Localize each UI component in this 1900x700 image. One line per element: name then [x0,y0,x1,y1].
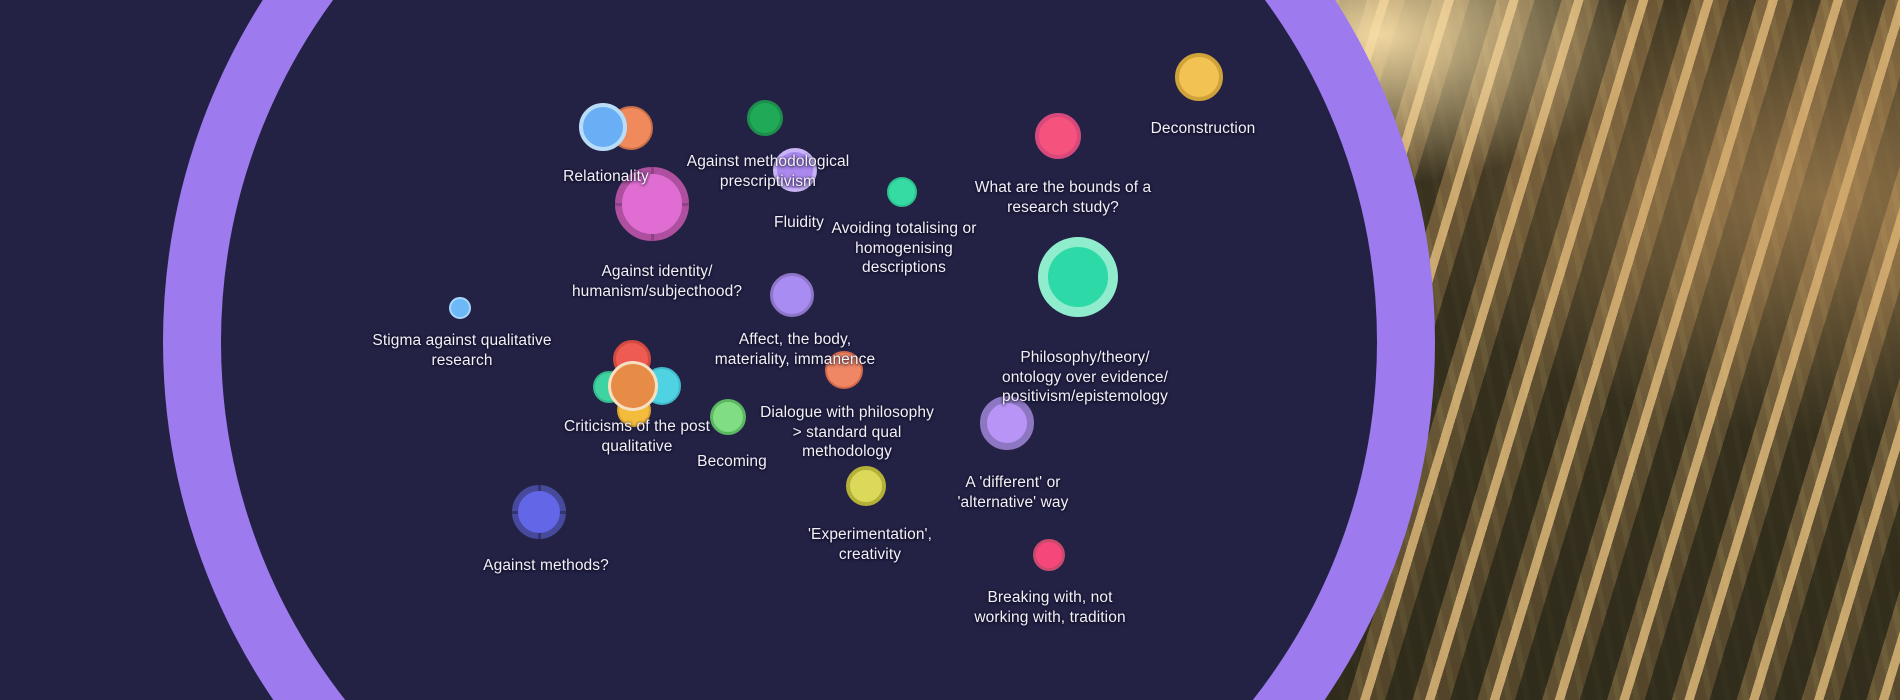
different-alternative-way-label: A 'different' or 'alternative' way [957,473,1068,512]
avoiding-totalising-bubble[interactable] [887,177,917,207]
against-identity-label: Against identity/humanism/subjecthood? [572,262,742,301]
against-identity-label-line: Against identity/ [601,263,713,280]
affect-body-materiality-label: Affect, the body, materiality, immanence [715,330,875,369]
stigma-against-qualitative-label-line: research [431,351,493,369]
experimentation-creativity-label-line: creativity [838,545,902,563]
ring-tick-w [615,202,622,206]
against-methodological-prescriptivism-label-line: prescriptivism [719,172,817,190]
ring-tick-s [537,533,541,539]
dialogue-with-philosophy-label-line: methodology [802,443,892,460]
against-methodological-prescriptivism-label: Against methodological prescriptivism [687,152,849,191]
affect-body-materiality-label-line: Affect, the body, [738,331,852,348]
breaking-with-tradition-label: Breaking with, not working with, traditio… [974,588,1125,627]
different-alternative-way-label-line: A 'different' or [965,474,1061,491]
dialogue-with-philosophy-label-line: Dialogue with philosophy [760,404,934,421]
criticisms-post-qualitative-label-line: Criticisms of the post [563,418,711,435]
bounds-of-research-study-label-line: research study? [1007,198,1119,216]
breaking-with-tradition-bubble[interactable] [1033,539,1065,571]
philosophy-over-evidence-label-line: Philosophy/theory/ [1020,349,1150,366]
against-identity-bubble[interactable] [615,167,689,241]
avoiding-totalising-label: Avoiding totalising or homogenising descri… [832,219,977,278]
ring-tick-e [560,510,566,514]
dialogue-with-philosophy-bubble[interactable] [825,351,863,389]
philosophy-over-evidence-label: Philosophy/theory/ontology over evidence… [1002,348,1168,407]
against-methods-label: Against methods? [483,556,609,576]
experimentation-creativity-label: 'Experimentation', creativity [808,525,932,564]
relationality-label: Relationality [563,167,649,187]
stigma-against-qualitative-label-line: Stigma against qualitative [372,332,552,349]
against-methodological-prescriptivism-label-line: Against methodological [686,153,850,170]
becoming-bubble[interactable] [710,399,746,435]
criticisms-post-qualitative-bubble-4[interactable] [608,361,658,411]
dialogue-with-philosophy-label: Dialogue with philosophy > standard qual m… [760,403,934,462]
deconstruction-label: Deconstruction [1151,119,1256,139]
stigma-against-qualitative-label: Stigma against qualitative research [372,331,551,370]
deconstruction-label-line: Deconstruction [1150,120,1256,137]
avoiding-totalising-label-line: Avoiding totalising or [831,220,977,237]
ring-tick-w [512,510,518,514]
criticisms-post-qualitative-label: Criticisms of the post qualitative [564,417,710,456]
breaking-with-tradition-label-line: Breaking with, not [987,589,1113,606]
against-identity-label-line: humanism/subjecthood? [571,282,743,300]
against-methodological-prescriptivism-bubble[interactable] [747,100,783,136]
stigma-against-qualitative-bubble[interactable] [449,297,471,319]
ring-tick-s [650,234,654,241]
fluidity-label: Fluidity [774,213,824,233]
relationality-label-line: Relationality [563,168,649,185]
ring-tick-n [650,167,654,174]
deconstruction-bubble[interactable] [1175,53,1223,101]
against-methods-label-line: Against methods? [483,557,609,574]
bounds-of-research-study-label-line: What are the bounds of a [974,179,1152,196]
dialogue-with-philosophy-label-line: > standard qual [792,423,902,441]
relationality-bubble-1[interactable] [579,103,627,151]
experimentation-creativity-label-line: 'Experimentation', [807,526,933,543]
fluidity-label-line: Fluidity [774,214,824,231]
criticisms-post-qualitative-label-line: qualitative [601,437,673,455]
philosophy-over-evidence-label-line: ontology over evidence/ [1001,368,1169,386]
becoming-label-line: Becoming [697,453,767,470]
avoiding-totalising-label-line: homogenising [855,239,953,257]
different-alternative-way-bubble[interactable] [980,396,1034,450]
different-alternative-way-label-line: 'alternative' way [957,493,1069,511]
philosophy-over-evidence-bubble[interactable] [1038,237,1118,317]
ring-tick-e [682,202,689,206]
experimentation-creativity-bubble[interactable] [846,466,886,506]
becoming-label: Becoming [697,452,767,472]
against-methods-bubble[interactable] [512,485,566,539]
affect-body-materiality-bubble[interactable] [770,273,814,317]
ring-tick-n [537,485,541,491]
bounds-of-research-study-bubble[interactable] [1035,113,1081,159]
bounds-of-research-study-label: What are the bounds of a research study? [975,178,1151,217]
affect-body-materiality-label-line: materiality, immanence [714,350,876,368]
breaking-with-tradition-label-line: working with, tradition [974,608,1126,626]
avoiding-totalising-label-line: descriptions [862,259,946,276]
fluidity-bubble[interactable] [773,148,817,192]
philosophy-over-evidence-label-line: positivism/epistemology [1002,388,1168,405]
